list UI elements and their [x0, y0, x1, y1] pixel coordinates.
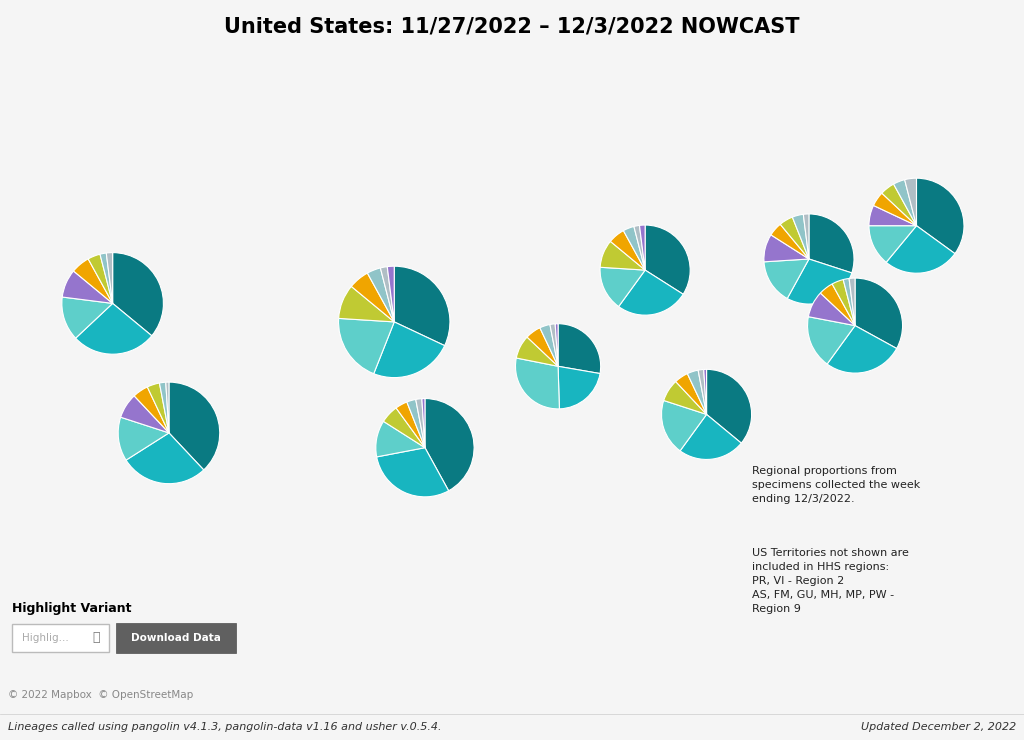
Wedge shape — [873, 193, 916, 226]
Wedge shape — [780, 217, 809, 259]
Wedge shape — [376, 421, 425, 457]
Wedge shape — [380, 266, 394, 322]
Wedge shape — [126, 433, 204, 484]
Wedge shape — [707, 369, 752, 443]
Wedge shape — [166, 382, 169, 433]
Text: Regional proportions from
specimens collected the week
ending 12/3/2022.: Regional proportions from specimens coll… — [752, 466, 921, 504]
Wedge shape — [787, 259, 852, 304]
Wedge shape — [558, 323, 601, 374]
Wedge shape — [610, 231, 645, 270]
Wedge shape — [396, 402, 425, 448]
Wedge shape — [416, 399, 425, 448]
Wedge shape — [916, 178, 964, 254]
Wedge shape — [368, 268, 394, 322]
Wedge shape — [645, 225, 690, 295]
Wedge shape — [820, 284, 855, 326]
Wedge shape — [351, 273, 394, 322]
Wedge shape — [703, 369, 707, 414]
Wedge shape — [339, 318, 394, 374]
FancyBboxPatch shape — [116, 622, 237, 653]
Wedge shape — [76, 303, 152, 354]
Wedge shape — [387, 266, 394, 322]
Wedge shape — [540, 325, 558, 366]
Wedge shape — [407, 400, 425, 448]
Text: © 2022 Mapbox  © OpenStreetMap: © 2022 Mapbox © OpenStreetMap — [8, 690, 194, 700]
Text: Highlig...: Highlig... — [22, 633, 69, 642]
Wedge shape — [147, 383, 169, 433]
Wedge shape — [827, 326, 897, 373]
Wedge shape — [869, 206, 916, 226]
Text: Updated December 2, 2022: Updated December 2, 2022 — [860, 722, 1016, 733]
Wedge shape — [680, 414, 741, 460]
FancyBboxPatch shape — [12, 625, 109, 651]
Wedge shape — [843, 278, 855, 326]
Wedge shape — [100, 253, 113, 303]
Wedge shape — [833, 280, 855, 326]
Wedge shape — [618, 270, 683, 315]
Wedge shape — [869, 226, 916, 262]
Text: US Territories not shown are
included in HHS regions:
PR, VI - Region 2
AS, FM, : US Territories not shown are included in… — [752, 548, 908, 614]
Wedge shape — [624, 226, 645, 270]
Wedge shape — [118, 417, 169, 460]
Wedge shape — [106, 252, 113, 303]
Wedge shape — [894, 180, 916, 226]
Wedge shape — [855, 278, 902, 349]
Text: ⌕: ⌕ — [93, 631, 100, 644]
Wedge shape — [62, 271, 113, 303]
Wedge shape — [383, 408, 425, 448]
Wedge shape — [886, 226, 955, 273]
Wedge shape — [515, 358, 559, 409]
Text: Lineages called using pangolin v4.1.3, pangolin-data v1.16 and usher v.0.5.4.: Lineages called using pangolin v4.1.3, p… — [8, 722, 441, 733]
Wedge shape — [113, 252, 164, 336]
Wedge shape — [849, 278, 855, 326]
Wedge shape — [882, 184, 916, 226]
Wedge shape — [550, 324, 558, 366]
Wedge shape — [121, 396, 169, 433]
Wedge shape — [803, 214, 809, 259]
Wedge shape — [808, 293, 855, 326]
Wedge shape — [639, 225, 645, 270]
Wedge shape — [687, 370, 707, 414]
Wedge shape — [134, 387, 169, 433]
Wedge shape — [558, 366, 600, 409]
Wedge shape — [904, 178, 916, 226]
Wedge shape — [698, 369, 707, 414]
Wedge shape — [527, 328, 558, 366]
Wedge shape — [516, 337, 558, 366]
Wedge shape — [555, 323, 558, 366]
Wedge shape — [422, 399, 425, 448]
Wedge shape — [634, 226, 645, 270]
Text: Highlight Variant: Highlight Variant — [12, 602, 132, 615]
Wedge shape — [74, 259, 113, 303]
Wedge shape — [61, 297, 113, 338]
Wedge shape — [662, 400, 707, 451]
Wedge shape — [764, 259, 809, 298]
Text: Download Data: Download Data — [131, 633, 221, 643]
Wedge shape — [394, 266, 450, 346]
Wedge shape — [808, 317, 855, 364]
Wedge shape — [160, 382, 169, 433]
Wedge shape — [374, 322, 444, 377]
Wedge shape — [600, 267, 645, 306]
Wedge shape — [764, 235, 809, 262]
Wedge shape — [771, 224, 809, 259]
Wedge shape — [377, 448, 449, 497]
Wedge shape — [676, 374, 707, 414]
Wedge shape — [88, 255, 113, 303]
Wedge shape — [793, 215, 809, 259]
Wedge shape — [809, 214, 854, 273]
Wedge shape — [664, 382, 707, 414]
Wedge shape — [169, 382, 220, 470]
Wedge shape — [425, 399, 474, 491]
Wedge shape — [600, 241, 645, 270]
Wedge shape — [339, 286, 394, 322]
Text: United States: 11/27/2022 – 12/3/2022 NOWCAST: United States: 11/27/2022 – 12/3/2022 NO… — [224, 16, 800, 37]
